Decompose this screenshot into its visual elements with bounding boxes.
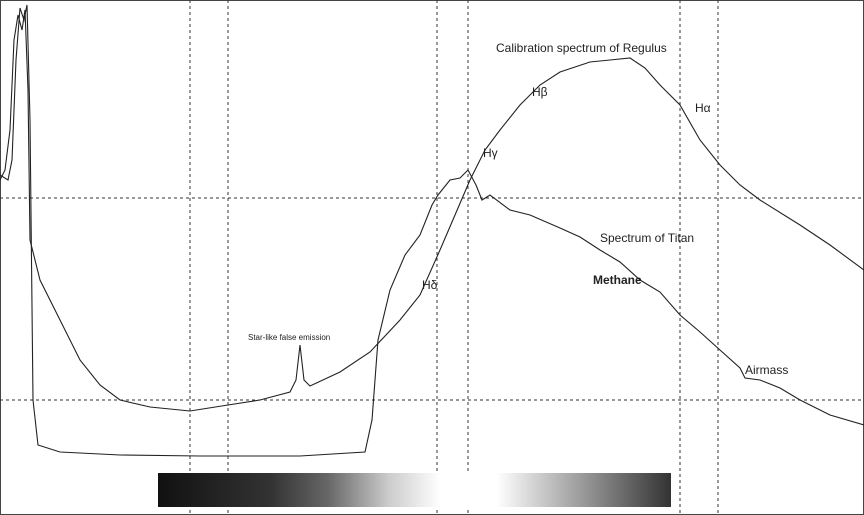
annotation: Methane xyxy=(593,273,642,287)
spectrum-figure: Calibration spectrum of Regulus Hβ Hα Hγ… xyxy=(0,0,864,515)
annotation: Hγ xyxy=(483,146,498,160)
grid xyxy=(0,0,864,515)
annotation: Hδ xyxy=(422,278,438,292)
annotation: Airmass xyxy=(745,363,788,377)
annotation: Spectrum of Titan xyxy=(600,231,694,245)
annotation: Hβ xyxy=(532,85,548,99)
titan-curve xyxy=(0,5,864,456)
annotation: Calibration spectrum of Regulus xyxy=(496,41,667,55)
spectrum-strip xyxy=(158,473,671,507)
annotation: Hα xyxy=(695,101,711,115)
frame xyxy=(1,1,864,515)
regulus-curve xyxy=(0,10,864,411)
annotation: Star-like false emission xyxy=(248,333,330,342)
